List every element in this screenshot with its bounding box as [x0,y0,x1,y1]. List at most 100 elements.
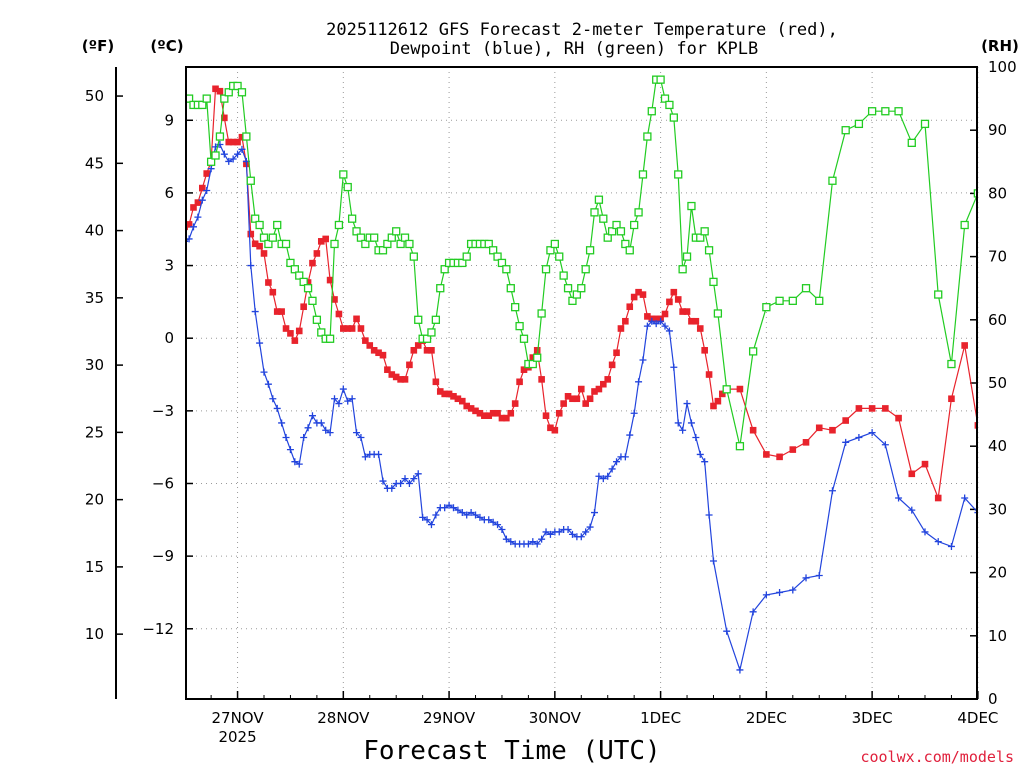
celsius-tick-label: 0 [164,329,174,347]
temperature-point [895,414,902,422]
dewpoint-point [331,395,339,403]
dewpoint-point [225,157,233,165]
rh-point [515,321,524,331]
temperature-point [934,494,942,502]
temperature-point [190,204,197,211]
rh-point [295,271,304,280]
rh-point [303,284,313,293]
dewpoint-point [974,511,977,514]
rh-point [599,214,608,223]
temperature-point [229,138,237,146]
rh-point [590,208,599,217]
temperature-point [375,349,382,357]
temperature-point [366,342,374,349]
rh-point [356,233,366,242]
dewpoint-point [375,450,383,458]
dewpoint-point [344,397,352,405]
rh-tick-label: 40 [988,437,1007,455]
rh-point [762,303,771,312]
temperature-point [348,325,356,332]
rh-point [502,265,511,274]
temperature-point [388,371,396,378]
temperature-point [586,395,594,403]
dewpoint-point [692,433,700,441]
dewpoint-point [802,574,810,582]
temperature-point [454,395,462,403]
dewpoint-point [317,419,325,427]
rh-point [603,233,612,242]
dewpoint-point [687,419,695,427]
celsius-tick-label: −6 [152,474,174,492]
celsius-tick-label: 3 [164,257,174,275]
temperature-point [414,342,422,349]
rh-point [268,233,277,242]
rh-point [264,239,273,249]
temperature-point [815,424,823,432]
rh-point [409,252,418,261]
dewpoint-point [661,322,669,330]
temperature-point [476,409,484,417]
rh-point [607,227,617,236]
dewpoint-point [256,339,264,347]
temperature-point [802,439,810,446]
temperature-point [560,400,567,407]
rh-point [934,290,943,299]
fahrenheit-tick-label: 20 [85,491,104,509]
temperature-point [441,390,448,398]
dewpoint-point [674,419,682,427]
temperature-point [683,308,691,315]
rh-point [788,296,797,305]
rh-point [700,227,709,236]
fahrenheit-tick-label: 25 [85,423,104,441]
rh-point [634,208,643,217]
rh-point [493,252,502,261]
dewpoint-point [269,395,277,403]
temperature-line [186,87,977,499]
dewpoint-point [397,479,405,487]
rh-point [660,94,670,103]
rh-point [625,246,634,255]
rh-point [669,113,678,122]
rh-point [347,214,357,223]
dewpoint-point [696,450,704,458]
celsius-unit-label: (ºC) [150,37,183,55]
dewpoint-point [410,475,418,483]
rh-point [867,107,877,116]
dewpoint-point [591,509,598,517]
temperature-point [225,138,233,146]
temperature-point [855,405,863,412]
temperature-point [287,330,294,337]
dewpoint-point [308,412,316,420]
temperature-point [842,417,849,424]
temperature-point [604,376,612,383]
rh-point [422,334,432,343]
dewpoint-point [291,458,299,466]
rh-tick-label: 70 [988,248,1007,266]
temperature-point [370,347,378,354]
temperature-point [613,349,620,357]
rh-point [246,176,255,185]
dewpoint-point [432,511,440,519]
dewpoint-point [908,506,916,514]
dewpoint-point [379,477,387,485]
rh-point [704,246,714,255]
rh-point [801,284,811,293]
temperature-point [221,114,228,122]
temperature-point [494,409,501,417]
fahrenheit-tick-label: 35 [85,289,104,307]
rh-point [709,277,718,287]
dewpoint-point [815,572,823,580]
dewpoint-point [613,458,621,466]
dewpoint-point [855,433,863,441]
temperature-point [326,276,334,284]
dewpoint-point [322,426,330,434]
dewpoint-point [502,535,510,543]
dewpoint-point [278,419,286,427]
rh-point [594,195,604,204]
temperature-point [961,342,968,349]
rh-tick-label: 10 [988,627,1007,645]
dewpoint-point [643,322,651,330]
temperature-point [295,327,303,335]
dewpoint-point [234,150,242,158]
